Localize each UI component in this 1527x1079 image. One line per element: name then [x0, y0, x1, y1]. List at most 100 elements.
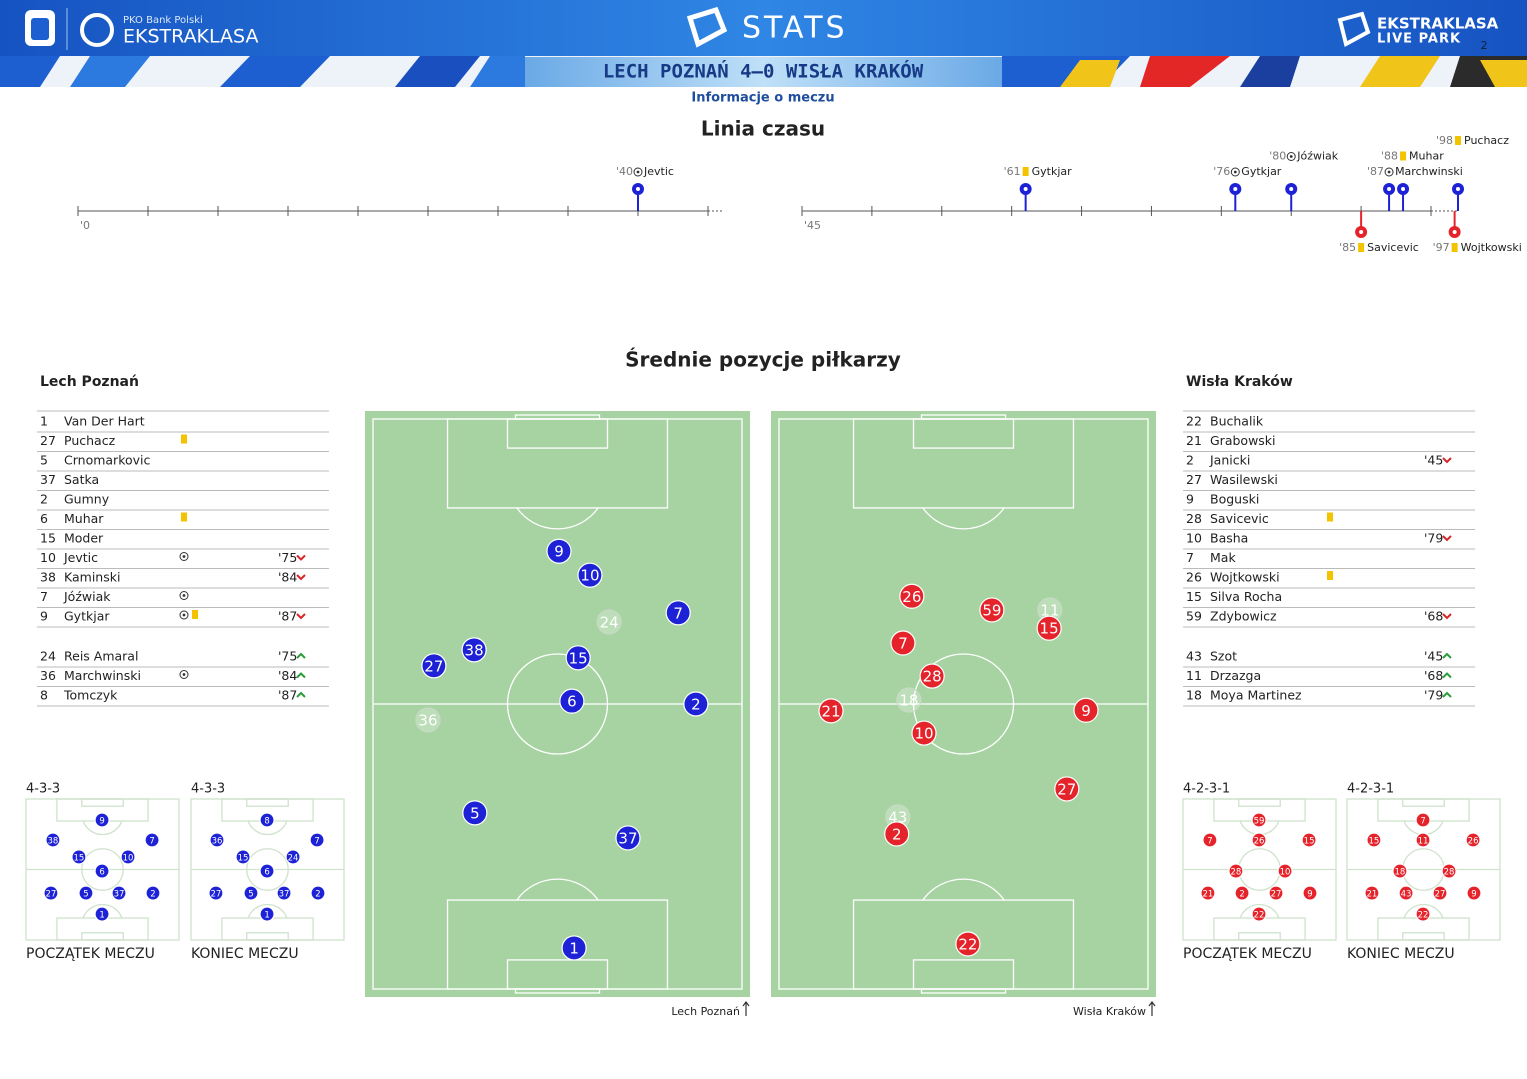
player-dot	[1466, 885, 1482, 901]
event-minute: '87	[1367, 165, 1384, 178]
player-number: 2	[40, 492, 48, 507]
player-number: 18	[1186, 688, 1202, 703]
player-dot	[1073, 697, 1099, 723]
player-number: 36	[40, 668, 56, 683]
player-dot-number: 27	[1057, 780, 1076, 798]
substitution-minute: '87	[278, 609, 297, 624]
player-name: Van Der Hart	[64, 414, 145, 429]
player-dot-number: 27	[1435, 890, 1446, 900]
player-number: 59	[1186, 609, 1202, 624]
pitch-line	[516, 507, 599, 530]
pitch-line	[1238, 798, 1281, 807]
event-minute: '40	[616, 165, 633, 178]
player-name: Buchalik	[1210, 414, 1264, 429]
player-dot-number: 36	[212, 837, 223, 847]
event-minute: '97	[1433, 241, 1450, 254]
player-dot	[1251, 906, 1267, 922]
player-dot	[919, 663, 945, 689]
player-number: 9	[1186, 492, 1194, 507]
player-number: 2	[1186, 453, 1194, 468]
player-dot	[94, 906, 110, 922]
player-dot	[1200, 885, 1216, 901]
sub-on-arrow	[296, 691, 306, 698]
player-name: Wasilewski	[1210, 472, 1278, 487]
substitution-minute: '84	[278, 570, 297, 585]
player-number: 15	[1186, 589, 1202, 604]
subtitle: Informacje o meczu	[691, 91, 834, 106]
substitution-minute: '45	[1424, 453, 1443, 468]
player-number: 24	[40, 649, 56, 664]
sponsor: PKO Bank Polski	[123, 15, 203, 26]
player-dot-number: 7	[149, 837, 154, 847]
pitch-line	[246, 932, 289, 941]
player-number: 22	[1186, 414, 1202, 429]
player-name: Drzazga	[1210, 668, 1261, 683]
player-dot	[665, 600, 691, 626]
positions-title: Średnie pozycje piłkarzy	[625, 348, 901, 372]
player-name: Gytkjar	[64, 609, 110, 624]
page-number: 2	[1481, 39, 1488, 52]
player-dot	[94, 863, 110, 879]
yellow-card-icon	[181, 434, 187, 444]
event-pin-center	[1288, 186, 1295, 192]
player-number: 8	[40, 688, 48, 703]
yellow-card-icon	[1455, 136, 1461, 145]
formation-label: 4-2-3-1	[1347, 782, 1394, 797]
player-dot	[890, 630, 916, 656]
player-dot-number: 10	[1280, 868, 1291, 878]
player-dot-number: 15	[74, 853, 85, 863]
player-number: 10	[40, 550, 56, 565]
player-dot	[145, 885, 161, 901]
player-dot	[1277, 863, 1293, 879]
player-dot-number: 2	[691, 696, 701, 714]
player-dot-number: 5	[470, 804, 480, 822]
player-name: Wojtkowski	[1210, 570, 1280, 585]
yellow-card-icon	[1400, 151, 1407, 161]
pitch-line	[81, 848, 124, 891]
player-number: 28	[1186, 511, 1202, 526]
substitution-minute: '79	[1424, 531, 1443, 546]
event-pin-center	[635, 186, 641, 192]
player-dot	[1268, 885, 1284, 901]
player-name: Puchacz	[64, 433, 116, 448]
event-pin-center	[1451, 229, 1458, 235]
player-dot-number: 6	[567, 693, 577, 711]
player-name: Muhar	[64, 511, 104, 526]
player-number: 9	[40, 609, 48, 624]
substitution-minute: '79	[1424, 688, 1443, 703]
player-number: 43	[1186, 649, 1202, 664]
league-name: EKSTRAKLASA	[123, 26, 258, 48]
player-dot	[683, 691, 709, 717]
player-dot	[1234, 885, 1250, 901]
pitch-line	[82, 820, 123, 836]
player-dot	[94, 812, 110, 828]
sub-player-dot	[415, 707, 441, 733]
player-dot	[561, 935, 587, 961]
player-dot-number: 5	[83, 890, 88, 900]
player-dot-number: 24	[288, 853, 299, 863]
pitch-line	[81, 932, 124, 941]
sub-off-arrow	[296, 574, 306, 581]
substitution-minute: '84	[278, 668, 297, 683]
player-number: 21	[1186, 433, 1202, 448]
player-dot	[818, 698, 844, 724]
player-dot-number: 9	[99, 817, 104, 827]
player-dot-number: 10	[914, 725, 933, 743]
player-number: 7	[1186, 550, 1194, 565]
player-dot	[546, 538, 572, 564]
player-name: Tomczyk	[63, 688, 118, 703]
player-dot	[120, 849, 136, 865]
player-dot-number: 26	[1468, 837, 1479, 847]
pitch-line	[1402, 932, 1445, 941]
player-dot-number: 7	[898, 635, 908, 653]
player-dot-number: 9	[1307, 890, 1312, 900]
substitution-minute: '68	[1424, 609, 1443, 624]
player-dot	[285, 849, 301, 865]
player-dot-number: 6	[264, 868, 269, 878]
event-minute: '98	[1436, 134, 1453, 147]
player-dot-number: 9	[554, 543, 564, 561]
pitch-line	[247, 820, 288, 836]
sub-on-arrow	[296, 672, 306, 679]
player-dot-number: 21	[1203, 890, 1214, 900]
